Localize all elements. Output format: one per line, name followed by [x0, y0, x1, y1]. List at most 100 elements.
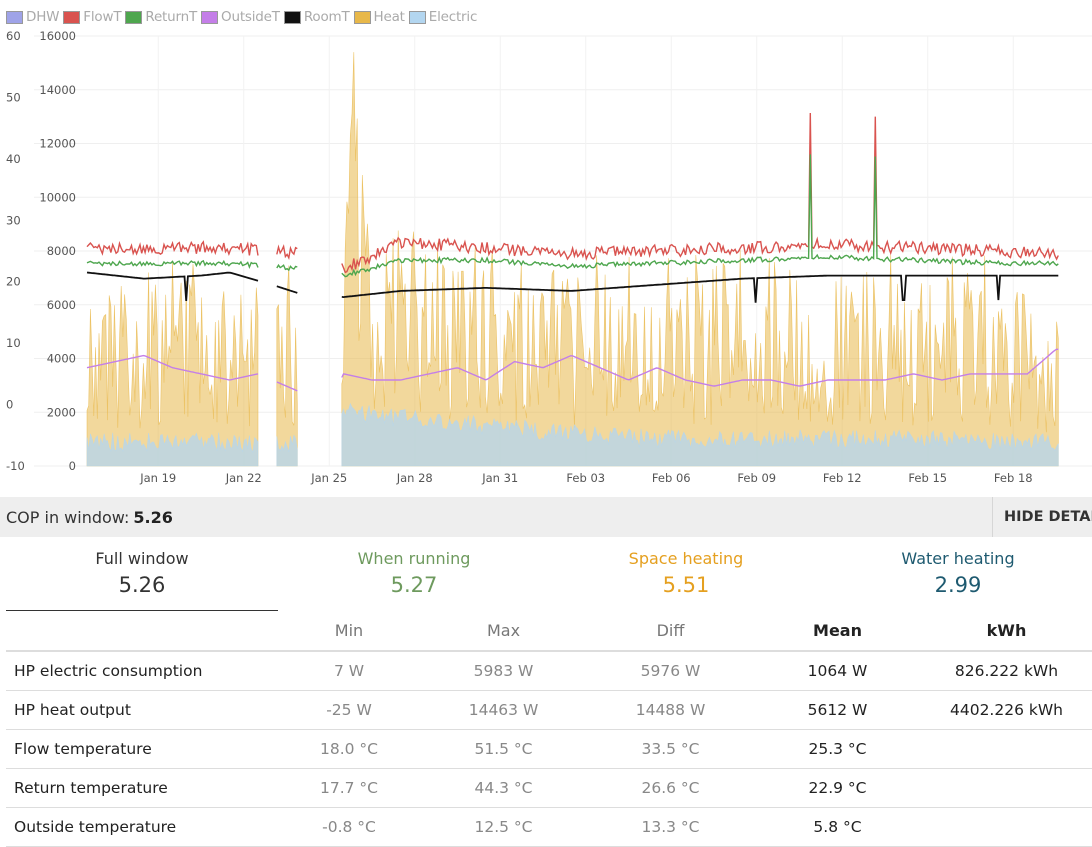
stats-cell-kwh	[921, 807, 1092, 847]
chart-legend: DHW FlowT ReturnT OutsideT RoomT Heat Electric	[6, 8, 481, 26]
y-left-tick-label: 0	[6, 398, 13, 412]
stats-cell-max: 51.5 °C	[420, 729, 587, 769]
stats-cell-name: Flow temperature	[6, 729, 278, 769]
series-outsidet	[86, 348, 1059, 392]
legend-label: ReturnT	[145, 9, 198, 25]
series-line	[341, 274, 1059, 303]
stats-cell-min: 17.7 °C	[278, 768, 420, 808]
stats-cell-diff: 33.5 °C	[587, 729, 754, 769]
legend-label: DHW	[26, 9, 60, 25]
stats-cell-kwh: 826.222 kWh	[921, 651, 1092, 691]
stats-cell-min: -0.8 °C	[278, 807, 420, 847]
legend-swatch-dhw	[6, 10, 23, 24]
legend-swatch-heat	[353, 10, 371, 24]
legend-swatch-returnt	[125, 10, 143, 24]
cop-tab-label: Water heating	[901, 549, 1015, 568]
cop-tab-full-window[interactable]: Full window 5.26	[6, 543, 278, 611]
y-left-tick-label: 30	[6, 213, 21, 227]
stats-cell-mean: 1064 W	[754, 651, 921, 691]
stats-cell-kwh	[921, 729, 1092, 769]
cop-label: COP in window:	[6, 507, 130, 527]
stats-cell-name: HP electric consumption	[6, 651, 278, 691]
stats-cell-min: 18.0 °C	[278, 729, 420, 769]
x-tick-label: Jan 31	[481, 471, 518, 485]
stats-cell-min: 7 W	[278, 651, 420, 691]
y-right-tick-label: 0	[69, 459, 76, 473]
series-roomt	[86, 271, 1059, 303]
stats-cell-min: -25 W	[278, 690, 420, 730]
series-area	[86, 260, 259, 467]
legend-label: OutsideT	[221, 9, 280, 25]
y-right-tick-label: 16000	[39, 29, 76, 43]
legend-swatch-roomt	[283, 10, 301, 24]
cop-tab-label: Full window	[95, 549, 189, 568]
stats-cell-name: HP heat output	[6, 690, 278, 730]
series-area	[86, 432, 259, 467]
series-area	[276, 265, 298, 467]
series-area	[276, 434, 298, 467]
stats-header-min: Min	[278, 611, 420, 652]
legend-label: Electric	[428, 9, 478, 25]
y-right-tick-label: 6000	[47, 298, 76, 312]
legend-item-dhw[interactable]: DHW	[6, 9, 59, 25]
y-left-tick-label: 50	[6, 90, 21, 104]
y-right-tick-label: 4000	[47, 352, 76, 366]
y-right-tick-label: 14000	[39, 83, 76, 97]
series-line	[341, 112, 1059, 274]
legend-item-outsidet[interactable]: OutsideT	[201, 9, 280, 25]
legend-swatch-flowt	[63, 10, 81, 24]
stats-row: Return temperature 17.7 °C 44.3 °C 26.6 °C 2…	[6, 768, 1092, 808]
stats-cell-diff: 26.6 °C	[587, 768, 754, 808]
x-tick-label: Feb 18	[994, 471, 1033, 485]
chart[interactable]: 60 50 40 30 20 10 0 -10 16000 14000 12000 10000 8000…	[0, 28, 1092, 495]
stats-cell-max: 14463 W	[420, 690, 587, 730]
series-electric	[86, 402, 1059, 467]
stats-cell-max: 12.5 °C	[420, 807, 587, 847]
x-tick-label: Feb 12	[823, 471, 862, 485]
legend-item-heat[interactable]: Heat	[353, 9, 405, 25]
legend-swatch-outsidet	[201, 10, 219, 24]
cop-tab-water-heating[interactable]: Water heating 2.99	[822, 543, 1092, 611]
x-tick-label: Feb 15	[908, 471, 947, 485]
x-tick-label: Feb 06	[652, 471, 691, 485]
series-line	[276, 244, 298, 261]
stats-cell-mean: 5612 W	[754, 690, 921, 730]
cop-tab-when-running[interactable]: When running 5.27	[278, 543, 550, 611]
series-line	[276, 263, 298, 272]
stats-cell-max: 44.3 °C	[420, 768, 587, 808]
x-tick-label: Feb 09	[737, 471, 776, 485]
legend-item-electric[interactable]: Electric	[408, 9, 478, 25]
stats-header-name	[6, 611, 278, 652]
legend-item-returnt[interactable]: ReturnT	[125, 9, 197, 25]
legend-swatch-electric	[408, 10, 426, 24]
stats-header-diff: Diff	[587, 611, 754, 652]
stats-cell-name: Return temperature	[6, 768, 278, 808]
stats-cell-mean: 5.8 °C	[754, 807, 921, 847]
stats-cell-mean: 22.9 °C	[754, 768, 921, 808]
stats-cell-name: Outside temperature	[6, 807, 278, 847]
stats-cell-diff: 14488 W	[587, 690, 754, 730]
stats-cell-mean: 25.3 °C	[754, 729, 921, 769]
y-right-tick-label: 12000	[39, 137, 76, 151]
stats-table: Min Max Diff Mean kWh HP electric consum…	[6, 611, 1092, 847]
stats-header-max: Max	[420, 611, 587, 652]
stats-cell-diff: 13.3 °C	[587, 807, 754, 847]
hide-details-button[interactable]: HIDE DETAILS	[992, 497, 1092, 537]
series-line	[341, 348, 1059, 387]
series-flowt	[86, 112, 1059, 274]
x-tick-label: Jan 28	[396, 471, 433, 485]
y-left-tick-label: 20	[6, 275, 21, 289]
cop-summary-bar: COP in window: 5.26 HIDE DETAILS	[0, 497, 1092, 537]
series-line	[86, 354, 259, 381]
cop-tab-space-heating[interactable]: Space heating 5.51	[550, 543, 822, 611]
series-returnt	[86, 154, 1059, 278]
legend-item-roomt[interactable]: RoomT	[283, 9, 350, 25]
cop-tab-value: 5.26	[118, 573, 166, 597]
y-axis-left: 60 50 40 30 20 10 0 -10	[6, 29, 25, 473]
y-left-tick-label: 40	[6, 152, 21, 166]
y-right-tick-label: 8000	[47, 244, 76, 258]
series-line	[86, 240, 259, 257]
legend-item-flowt[interactable]: FlowT	[63, 9, 122, 25]
cop-tab-value: 2.99	[934, 573, 982, 597]
